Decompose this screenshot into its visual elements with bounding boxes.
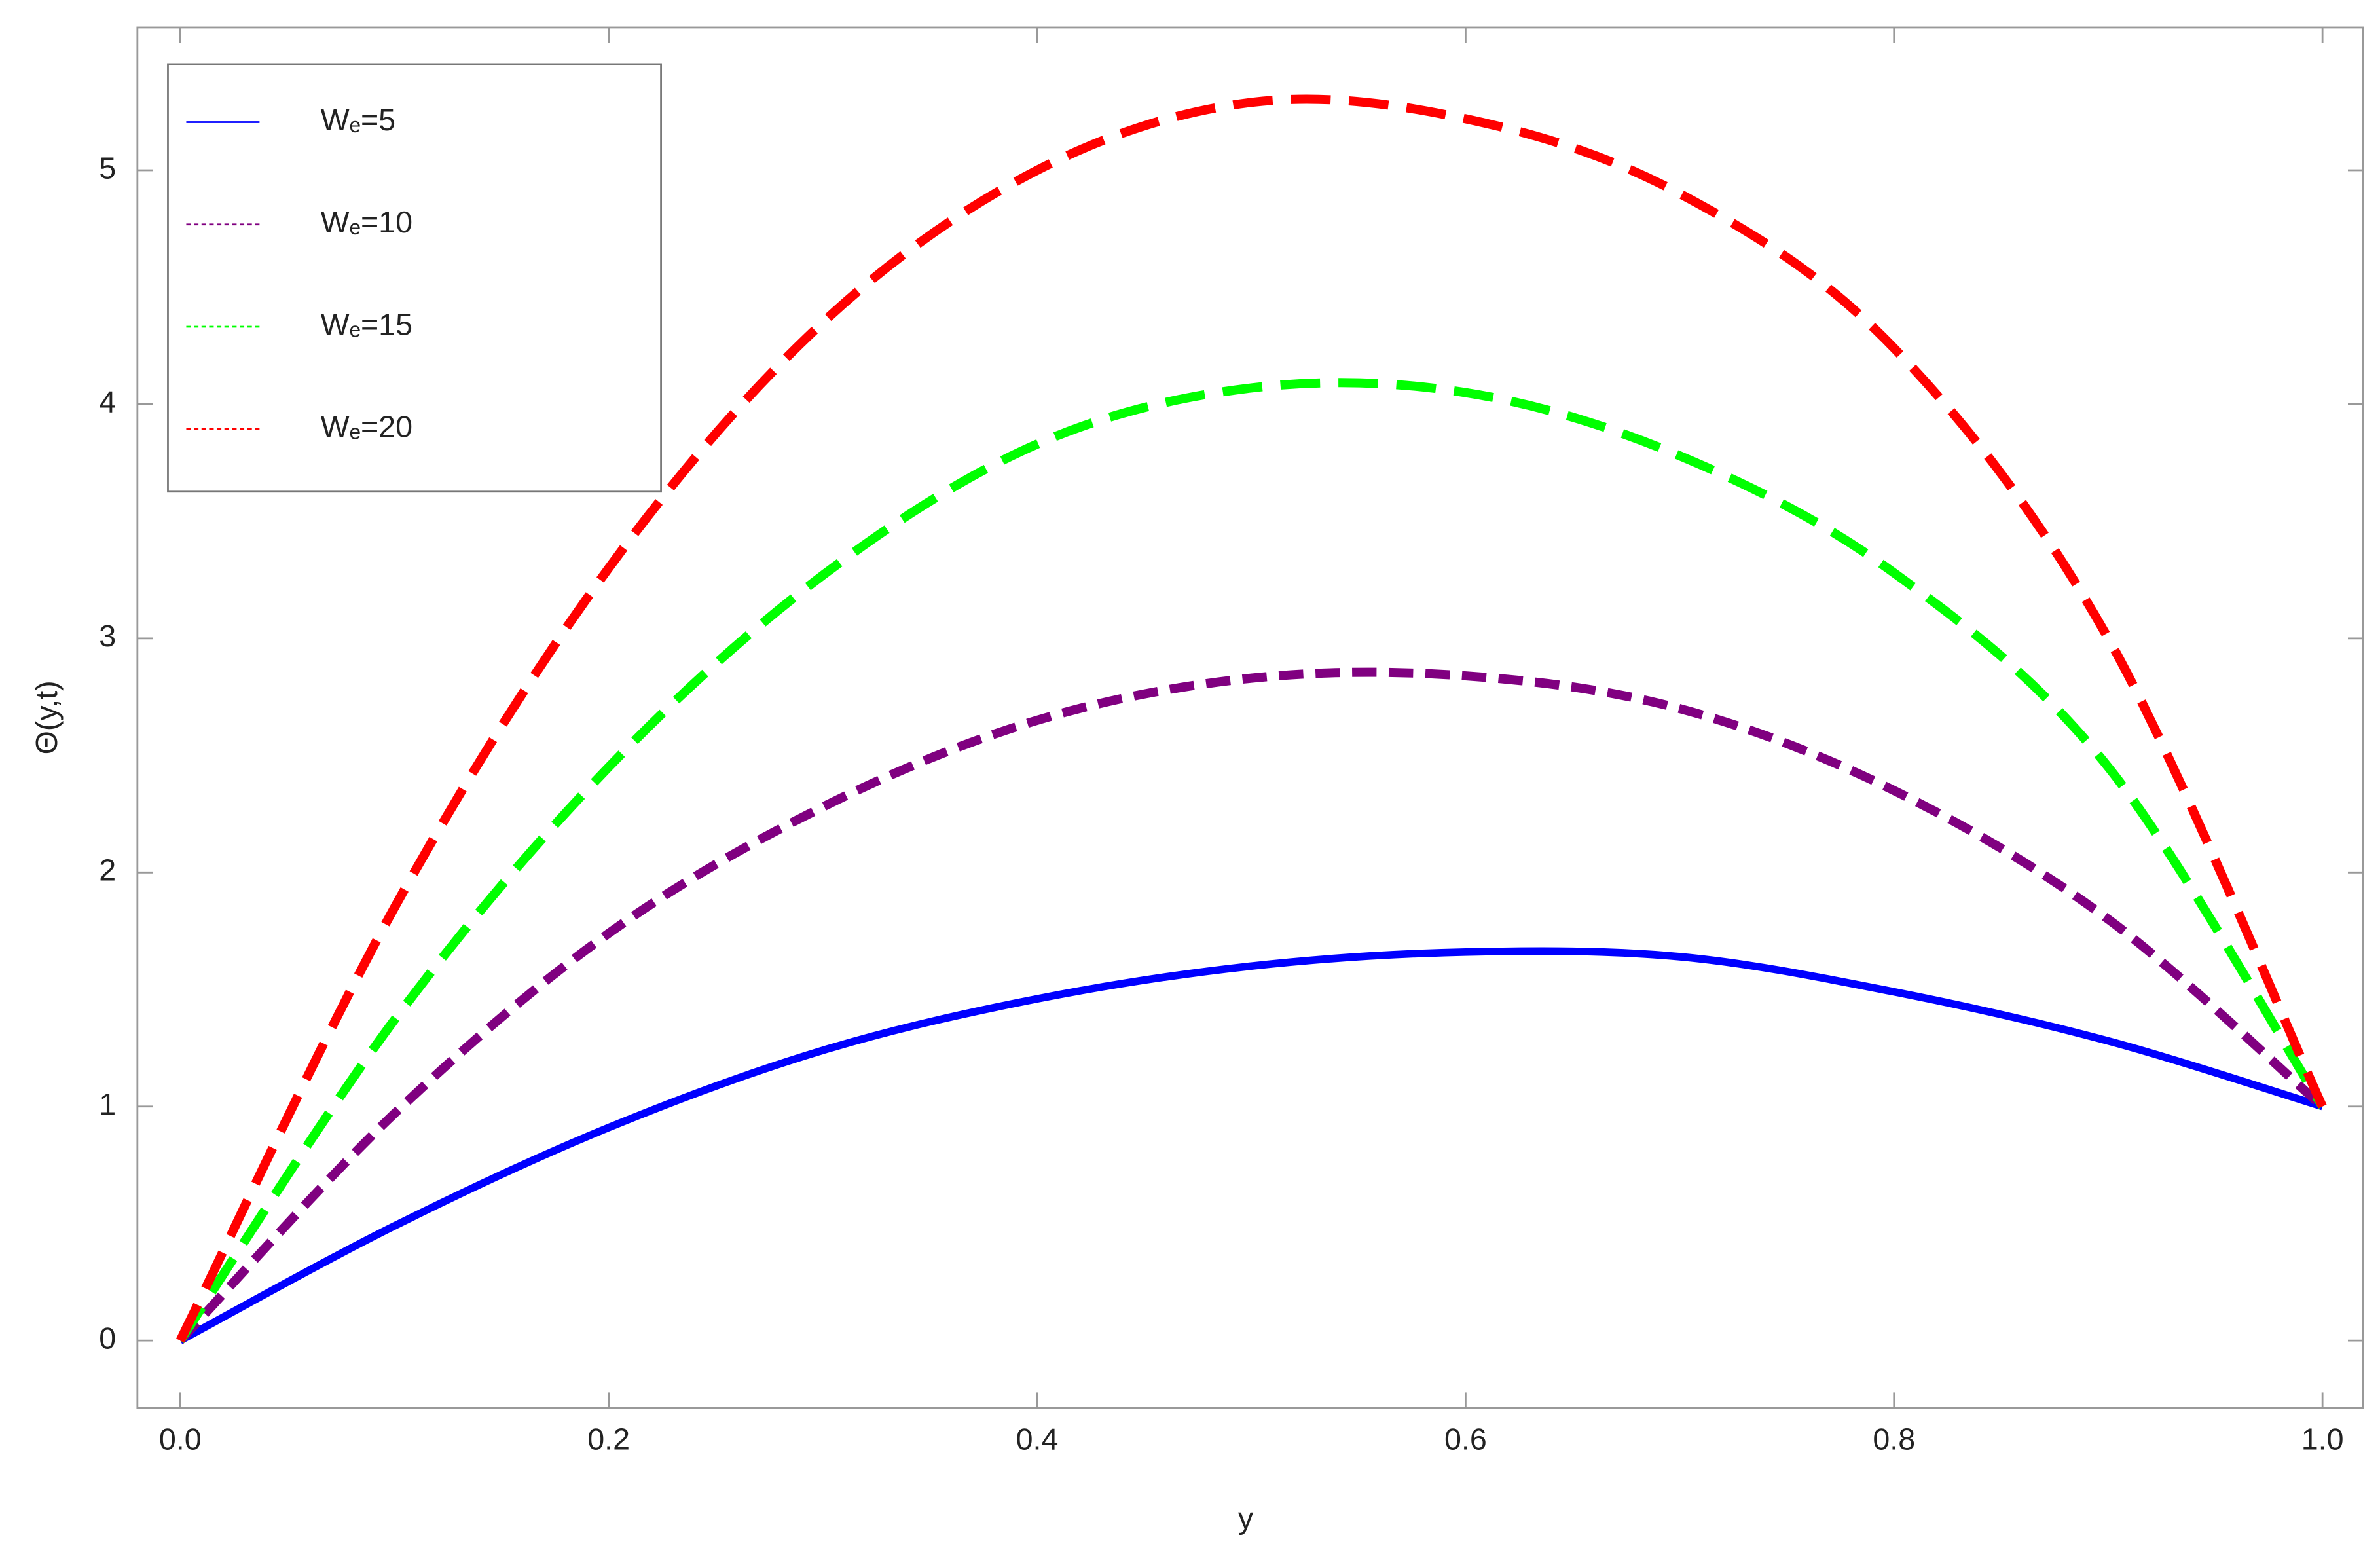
x-tick-label: 0.8 (1873, 1422, 1915, 1456)
legend-box (167, 63, 662, 493)
legend-label: Wₑ=15 (321, 307, 412, 341)
y-tick-label: 5 (99, 151, 116, 185)
series-line (176, 94, 2327, 1343)
x-tick-label: 0.6 (1444, 1422, 1487, 1456)
x-tick-label: 0.0 (159, 1422, 202, 1456)
y-tick-label: 0 (99, 1321, 116, 1355)
legend-label: Wₑ=5 (321, 103, 396, 137)
plot-frame (136, 26, 2364, 1409)
x-tick-label: 1.0 (2301, 1422, 2344, 1456)
y-tick-label: 4 (99, 385, 116, 419)
series-line (177, 667, 2326, 1344)
y-tick-label: 3 (99, 619, 116, 653)
legend-label: Wₑ=20 (321, 409, 412, 443)
series-line (176, 378, 2327, 1344)
y-axis-label: Θ(y,t) (29, 680, 64, 754)
series-line (178, 947, 2324, 1344)
y-tick-label: 2 (99, 853, 116, 887)
x-tick-label: 0.2 (587, 1422, 630, 1456)
plot-area: y Θ(y,t) 0.0 0.2 0.4 0.6 0.8 1.0 0 1 2 3 4 5 Wₑ=5 Wₑ=… (29, 26, 2364, 1536)
x-tick-label: 0.4 (1016, 1422, 1059, 1456)
y-tick-label: 1 (99, 1087, 116, 1121)
x-axis-label: y (1238, 1502, 1254, 1536)
legend-label: Wₑ=10 (321, 205, 412, 239)
